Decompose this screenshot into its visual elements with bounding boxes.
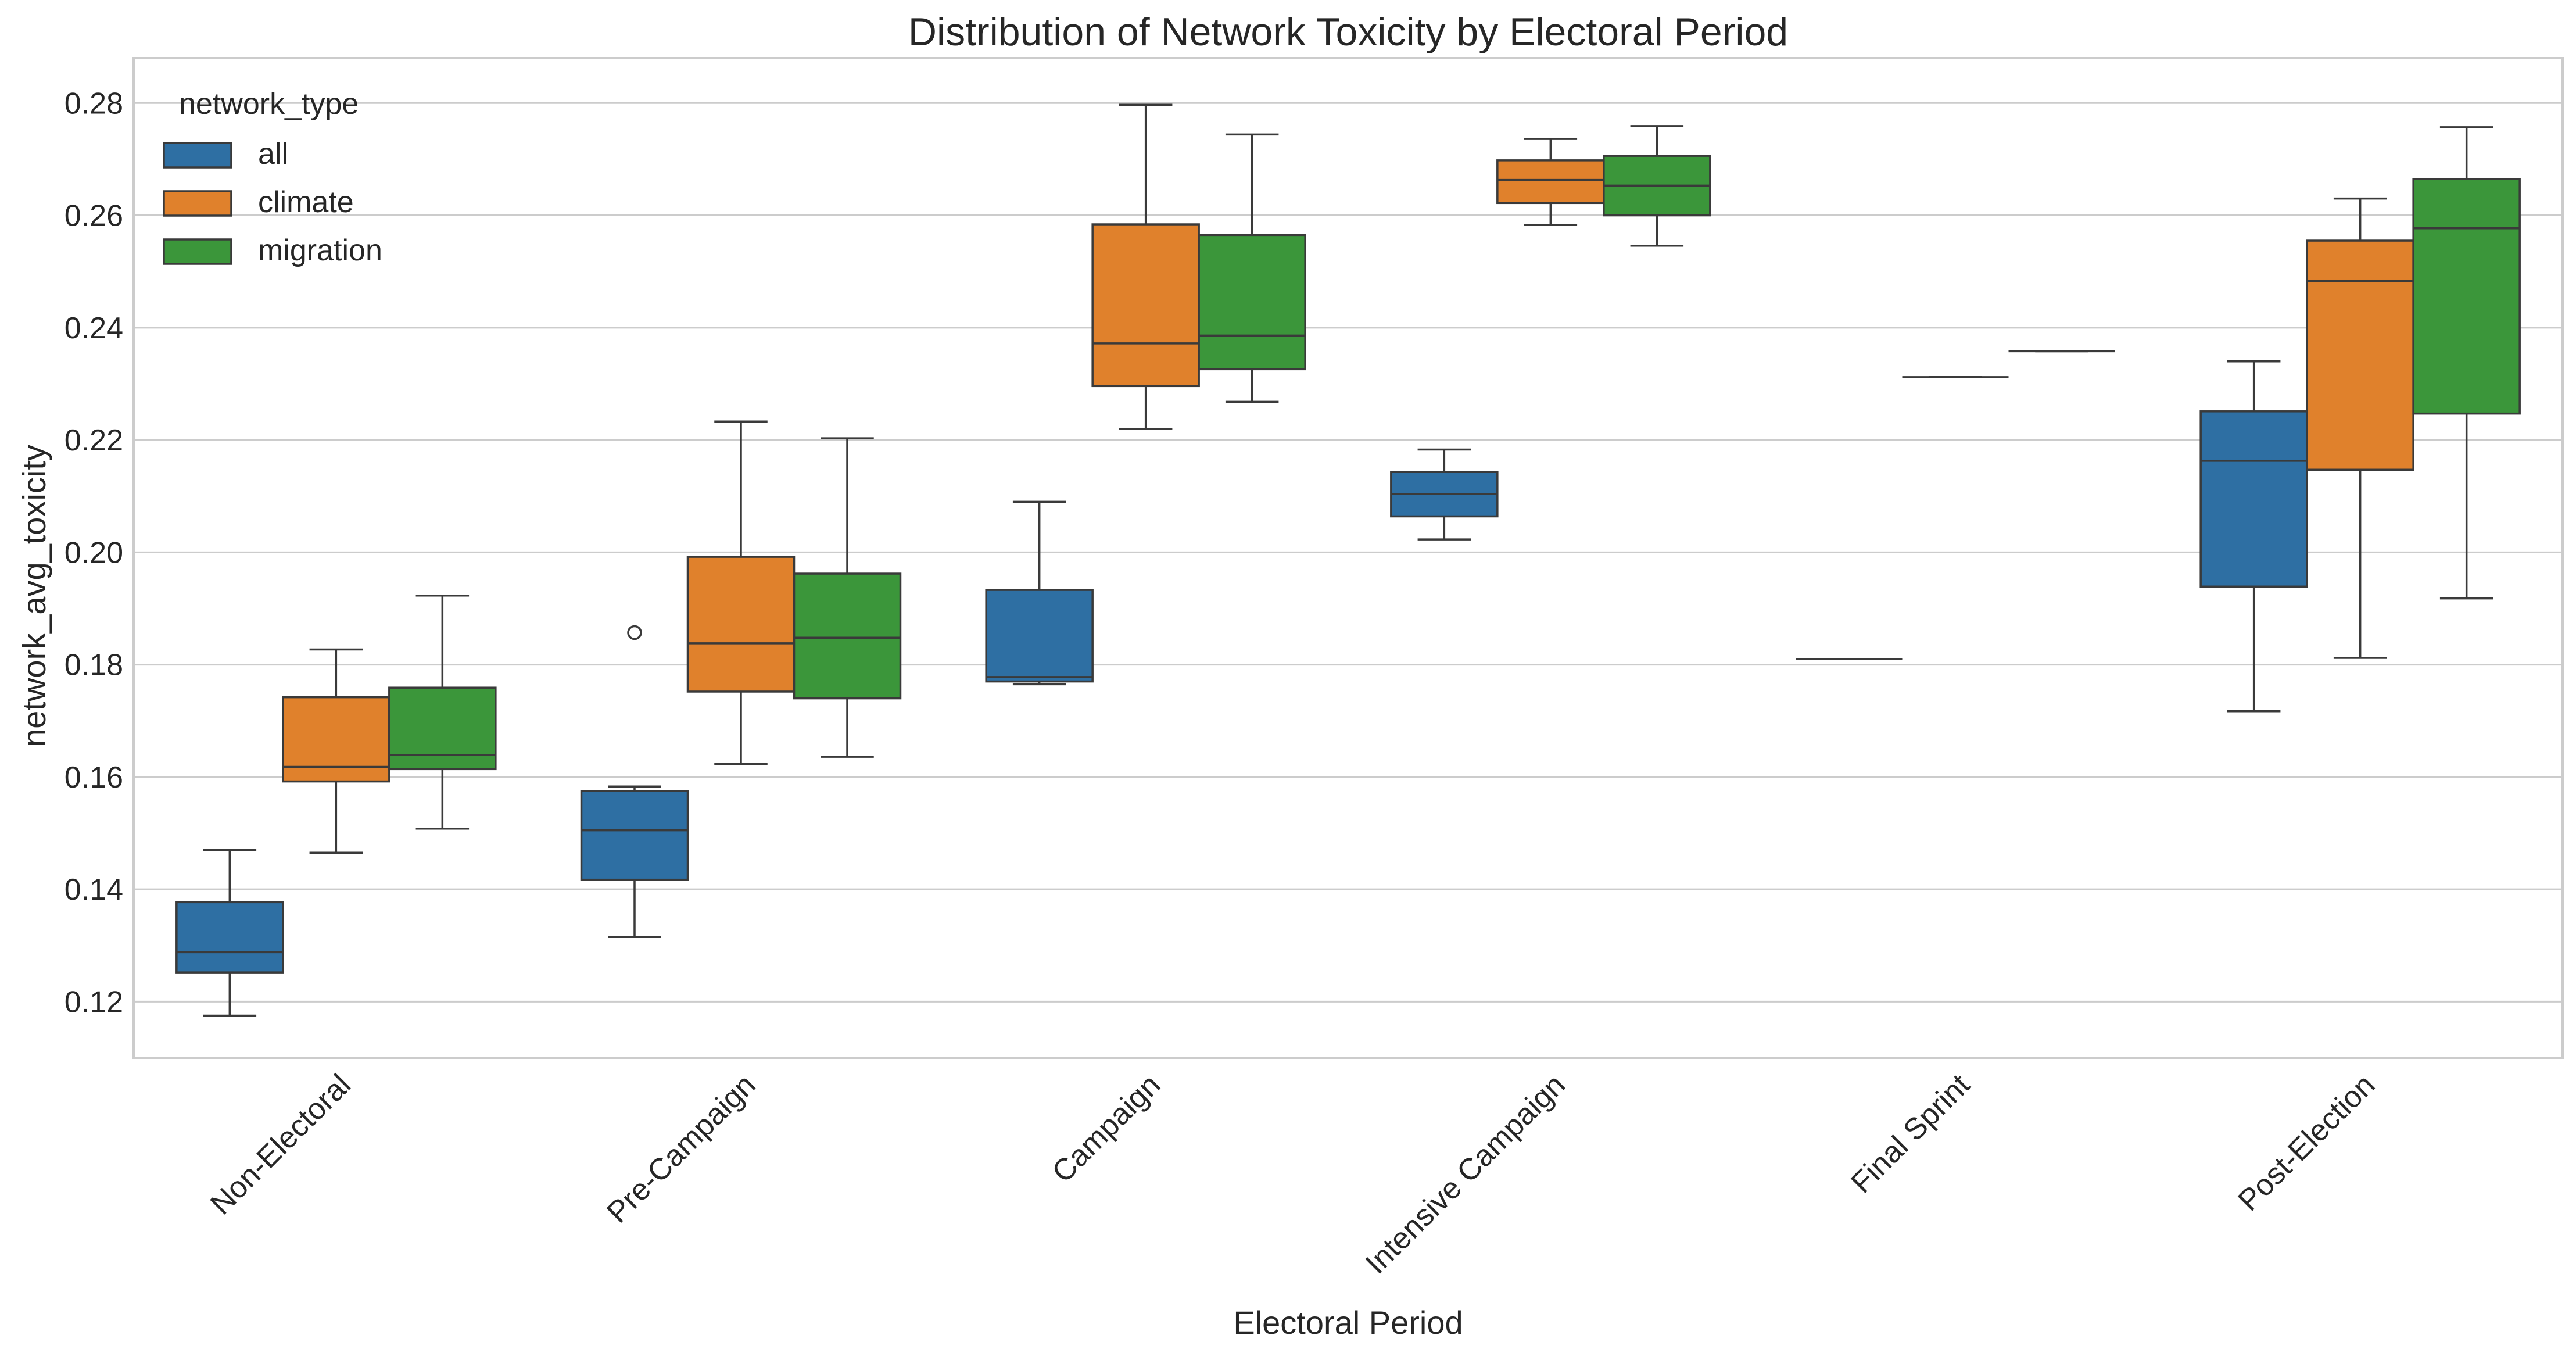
box-body xyxy=(2306,239,2414,471)
box-body xyxy=(580,790,689,881)
legend-label-migration: migration xyxy=(258,234,382,267)
x-axis-label: Electoral Period xyxy=(1233,1304,1463,1341)
legend-swatch-climate xyxy=(163,190,232,217)
box-body xyxy=(282,696,390,783)
box-body xyxy=(2412,178,2521,415)
box-body xyxy=(1198,234,1306,371)
y-tick-label: 0.28 xyxy=(65,87,123,120)
box-climate-intensive-campaign xyxy=(1496,138,1605,226)
box-all-non-electoral xyxy=(175,849,284,1017)
grid xyxy=(134,102,2563,1003)
box-climate-post-election xyxy=(2306,197,2414,659)
legend-label-all: all xyxy=(258,137,288,171)
box-migration-post-election xyxy=(2412,126,2521,600)
x-tick-label: Campaign xyxy=(1046,1068,1167,1189)
y-tick-label: 0.20 xyxy=(65,536,123,570)
x-tick-label: Intensive Campaign xyxy=(1359,1068,1572,1280)
box-climate-non-electoral xyxy=(282,648,390,854)
chart-title: Distribution of Network Toxicity by Elec… xyxy=(908,10,1788,54)
box-all-intensive-campaign xyxy=(1390,448,1499,541)
box-migration-non-electoral xyxy=(388,594,497,830)
x-tick-label: Pre-Campaign xyxy=(600,1068,762,1229)
y-axis-ticks: 0.12 0.14 0.16 0.18 0.20 0.22 0.24 0.26 0.28 xyxy=(65,87,123,1019)
box-body xyxy=(388,686,497,771)
box-climate-campaign xyxy=(1091,103,1200,430)
y-tick-label: 0.12 xyxy=(65,985,123,1019)
y-tick-label: 0.18 xyxy=(65,649,123,682)
box-migration-intensive-campaign xyxy=(1603,125,1711,247)
box-migration-pre-campaign xyxy=(793,437,902,758)
y-tick-label: 0.16 xyxy=(65,761,123,794)
box-series xyxy=(175,103,2521,1017)
box-all-campaign xyxy=(985,500,1094,686)
box-body xyxy=(686,556,796,693)
box-body xyxy=(175,901,284,974)
x-tick-label: Final Sprint xyxy=(1845,1068,1977,1200)
legend-swatch-all xyxy=(163,142,232,169)
y-axis-label: network_avg_toxicity xyxy=(16,445,52,747)
y-tick-label: 0.22 xyxy=(65,424,123,457)
box-body xyxy=(985,589,1094,683)
box-body xyxy=(1091,223,1200,388)
legend-swatch-migration xyxy=(163,238,232,265)
outlier-point xyxy=(627,625,642,640)
legend-label-climate: climate xyxy=(258,185,354,219)
legend-title: network_type xyxy=(179,87,359,121)
box-climate-pre-campaign xyxy=(686,420,796,765)
x-axis-ticks: Non-Electoral Pre-Campaign Campaign Intensi… xyxy=(204,1068,2381,1280)
box-body xyxy=(793,572,902,700)
y-tick-label: 0.26 xyxy=(65,199,123,233)
box-all-post-election xyxy=(2199,360,2308,713)
box-body xyxy=(1496,159,1605,205)
y-tick-label: 0.14 xyxy=(65,873,123,907)
box-all-pre-campaign xyxy=(580,625,689,938)
box-migration-campaign xyxy=(1198,133,1306,403)
box-body xyxy=(2199,410,2308,588)
y-tick-label: 0.24 xyxy=(65,312,123,345)
x-tick-label: Post-Election xyxy=(2232,1068,2382,1218)
x-tick-label: Non-Electoral xyxy=(204,1068,357,1221)
plot-frame xyxy=(132,57,2564,1059)
